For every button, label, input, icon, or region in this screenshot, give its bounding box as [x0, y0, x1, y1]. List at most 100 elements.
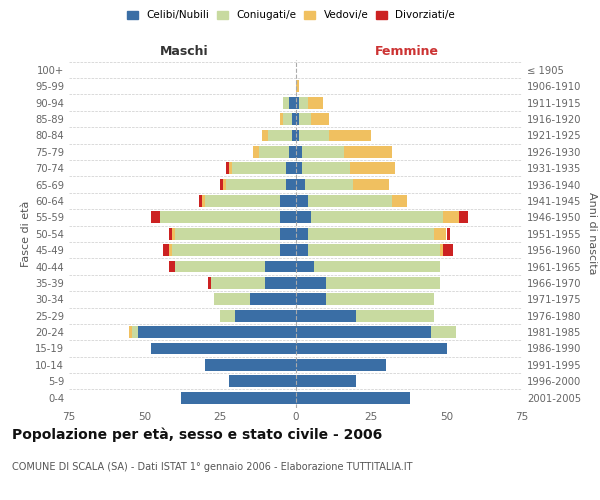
Bar — [344, 146, 392, 158]
Bar — [226, 178, 286, 190]
Bar — [130, 326, 133, 338]
Bar — [443, 212, 458, 224]
Bar — [223, 178, 226, 190]
Bar — [356, 310, 434, 322]
Bar — [458, 212, 467, 224]
Bar — [280, 228, 296, 239]
Bar — [175, 228, 280, 239]
Bar — [232, 162, 286, 174]
Bar — [172, 228, 175, 239]
Bar — [302, 162, 350, 174]
Bar — [296, 162, 302, 174]
Bar — [299, 96, 308, 108]
Text: Maschi: Maschi — [160, 46, 208, 59]
Bar — [296, 392, 410, 404]
Bar — [296, 342, 446, 354]
Legend: Celibi/Nubili, Coniugati/e, Vedovi/e, Divorziati/e: Celibi/Nubili, Coniugati/e, Vedovi/e, Di… — [122, 6, 460, 25]
Bar — [296, 277, 326, 289]
Bar — [169, 228, 172, 239]
Bar — [280, 113, 283, 125]
Bar — [163, 244, 169, 256]
Bar — [139, 326, 296, 338]
Bar — [292, 130, 296, 141]
Bar — [443, 244, 452, 256]
Bar — [229, 376, 296, 387]
Bar — [286, 178, 296, 190]
Text: Femmine: Femmine — [375, 46, 439, 59]
Bar — [175, 260, 265, 272]
Bar — [250, 294, 296, 305]
Bar — [434, 228, 446, 239]
Bar — [253, 146, 259, 158]
Bar — [205, 195, 280, 207]
Bar — [329, 130, 371, 141]
Bar — [265, 277, 296, 289]
Bar — [308, 228, 434, 239]
Bar — [160, 212, 280, 224]
Bar — [280, 244, 296, 256]
Bar — [314, 260, 440, 272]
Bar — [296, 113, 299, 125]
Bar — [262, 130, 268, 141]
Bar — [299, 113, 311, 125]
Bar — [169, 260, 175, 272]
Bar — [326, 277, 440, 289]
Bar — [280, 212, 296, 224]
Bar — [296, 195, 308, 207]
Bar — [302, 146, 344, 158]
Bar — [289, 96, 296, 108]
Bar — [268, 130, 292, 141]
Bar — [283, 113, 292, 125]
Bar — [286, 162, 296, 174]
Bar — [296, 310, 356, 322]
Bar — [446, 228, 449, 239]
Bar — [311, 113, 329, 125]
Y-axis label: Anni di nascita: Anni di nascita — [587, 192, 597, 275]
Bar — [220, 310, 235, 322]
Bar — [235, 310, 296, 322]
Bar — [353, 178, 389, 190]
Bar — [296, 326, 431, 338]
Bar — [296, 260, 314, 272]
Bar — [280, 195, 296, 207]
Bar — [299, 130, 329, 141]
Bar — [296, 294, 326, 305]
Bar — [296, 96, 299, 108]
Bar — [265, 260, 296, 272]
Bar — [226, 162, 229, 174]
Text: COMUNE DI SCALA (SA) - Dati ISTAT 1° gennaio 2006 - Elaborazione TUTTITALIA.IT: COMUNE DI SCALA (SA) - Dati ISTAT 1° gen… — [12, 462, 413, 472]
Bar — [296, 228, 308, 239]
Bar — [311, 212, 443, 224]
Bar — [296, 146, 302, 158]
Bar — [308, 244, 440, 256]
Bar — [296, 212, 311, 224]
Bar — [205, 359, 296, 371]
Bar — [296, 130, 299, 141]
Bar — [305, 178, 353, 190]
Bar — [259, 146, 289, 158]
Bar — [431, 326, 455, 338]
Bar — [220, 178, 223, 190]
Bar — [350, 162, 395, 174]
Bar — [296, 80, 299, 92]
Bar — [151, 342, 296, 354]
Bar — [172, 244, 280, 256]
Y-axis label: Fasce di età: Fasce di età — [21, 200, 31, 267]
Bar — [229, 162, 232, 174]
Bar — [133, 326, 139, 338]
Bar — [202, 195, 205, 207]
Bar — [296, 376, 356, 387]
Bar — [308, 96, 323, 108]
Bar — [296, 359, 386, 371]
Bar — [308, 195, 392, 207]
Bar — [296, 244, 308, 256]
Bar — [440, 244, 443, 256]
Bar — [211, 277, 265, 289]
Bar — [208, 277, 211, 289]
Bar — [181, 392, 296, 404]
Bar — [326, 294, 434, 305]
Bar — [214, 294, 250, 305]
Bar — [296, 178, 305, 190]
Text: Popolazione per età, sesso e stato civile - 2006: Popolazione per età, sesso e stato civil… — [12, 428, 382, 442]
Bar — [292, 113, 296, 125]
